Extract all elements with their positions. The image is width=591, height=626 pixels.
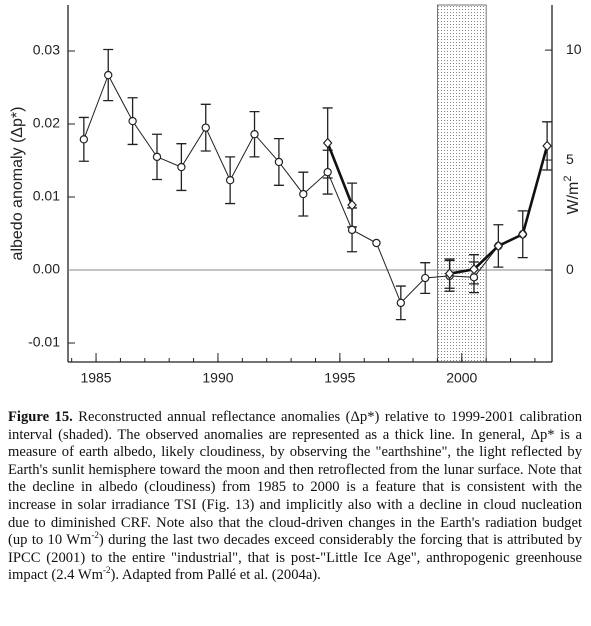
point xyxy=(250,130,259,139)
point xyxy=(444,268,455,280)
point xyxy=(225,176,235,185)
caption-text: ). Adapted from Pallé et al. (2004a). xyxy=(110,567,321,584)
point xyxy=(104,70,113,80)
caption: Figure 15. Reconstructed annual reflecta… xyxy=(8,409,582,585)
y2-tick-label: 0 xyxy=(566,261,574,277)
caption-sup: -2 xyxy=(102,565,111,576)
caption-bold: Figure 15. xyxy=(8,409,73,425)
y2-label-sup: 2 xyxy=(562,176,574,182)
y-tick-label: 0.02 xyxy=(33,115,60,131)
y2-tick-label: 10 xyxy=(566,41,582,57)
y2-tick-label: 5 xyxy=(566,151,574,167)
x-tick-label: 2000 xyxy=(446,370,477,386)
y-tick-label: 0.00 xyxy=(33,261,60,277)
point xyxy=(79,135,89,144)
point xyxy=(128,116,137,126)
point xyxy=(177,162,186,172)
point xyxy=(469,263,479,275)
y-tick-label: 0.03 xyxy=(33,42,60,58)
point xyxy=(469,273,479,282)
y-axis-label: albedo anomaly (Δp*) xyxy=(9,107,26,261)
point xyxy=(299,189,308,199)
y2-axis-label: W/m2 xyxy=(562,176,582,215)
x-tick-label: 1990 xyxy=(202,370,233,386)
y-tick-label: -0.01 xyxy=(28,334,60,350)
y2-label-text: W/m xyxy=(565,182,582,215)
point xyxy=(396,298,406,308)
point xyxy=(542,140,552,152)
caption-text: ) during the last two decades exceed con… xyxy=(8,532,582,584)
chart: -0.01 0.00 0.01 0.02 0.03 0 5 10 1985 1990 1995 200… xyxy=(9,4,582,386)
point xyxy=(347,199,357,211)
caption-sup: -2 xyxy=(91,530,99,541)
point xyxy=(421,273,430,283)
y-tick-label: 0.01 xyxy=(33,188,60,204)
point xyxy=(493,240,504,252)
point xyxy=(274,157,284,167)
point xyxy=(372,238,381,248)
point xyxy=(152,152,162,162)
caption-text: Reconstructed annual reflectance anomali… xyxy=(8,409,583,549)
point xyxy=(323,167,332,177)
point xyxy=(517,228,528,240)
calibration-shade xyxy=(437,4,487,363)
x-tick-label: 1985 xyxy=(80,370,111,386)
point xyxy=(201,123,210,132)
x-tick-label: 1995 xyxy=(324,370,355,386)
point xyxy=(322,137,333,149)
point xyxy=(347,225,357,235)
